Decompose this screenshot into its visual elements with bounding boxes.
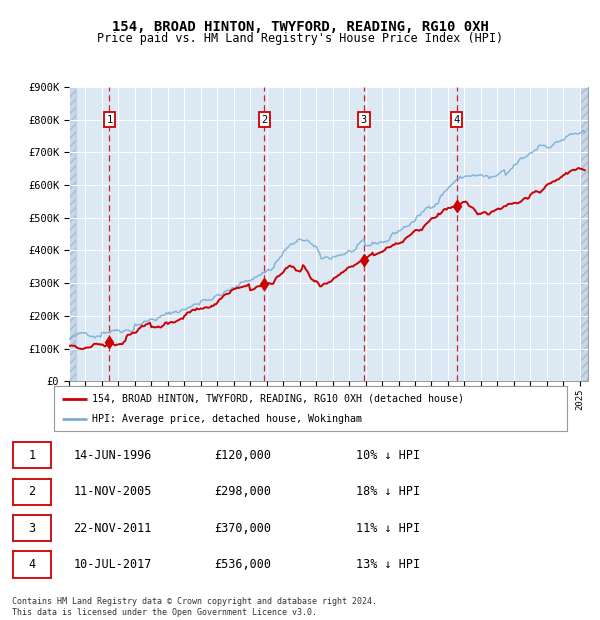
Text: 4: 4: [454, 115, 460, 125]
Bar: [581, 87, 588, 381]
Text: 2: 2: [261, 115, 268, 125]
Text: £298,000: £298,000: [215, 485, 272, 498]
Text: HPI: Average price, detached house, Wokingham: HPI: Average price, detached house, Woki…: [92, 414, 362, 424]
Text: 22-NOV-2011: 22-NOV-2011: [74, 521, 152, 534]
Bar: [69, 87, 76, 381]
FancyBboxPatch shape: [13, 442, 51, 469]
Text: Contains HM Land Registry data © Crown copyright and database right 2024.
This d: Contains HM Land Registry data © Crown c…: [12, 598, 377, 617]
Text: 13% ↓ HPI: 13% ↓ HPI: [356, 558, 420, 571]
Text: 1: 1: [29, 449, 36, 462]
Text: £536,000: £536,000: [215, 558, 272, 571]
Bar: [69, 87, 76, 381]
Text: 2: 2: [29, 485, 36, 498]
FancyBboxPatch shape: [13, 479, 51, 505]
Text: 154, BROAD HINTON, TWYFORD, READING, RG10 0XH (detached house): 154, BROAD HINTON, TWYFORD, READING, RG1…: [92, 394, 464, 404]
Text: 4: 4: [29, 558, 36, 571]
FancyBboxPatch shape: [13, 515, 51, 541]
Text: Price paid vs. HM Land Registry's House Price Index (HPI): Price paid vs. HM Land Registry's House …: [97, 32, 503, 45]
Text: 3: 3: [361, 115, 367, 125]
Text: 14-JUN-1996: 14-JUN-1996: [74, 449, 152, 462]
Text: 10-JUL-2017: 10-JUL-2017: [74, 558, 152, 571]
Text: 11-NOV-2005: 11-NOV-2005: [74, 485, 152, 498]
Text: 1: 1: [106, 115, 112, 125]
Bar: [581, 87, 588, 381]
FancyBboxPatch shape: [54, 386, 567, 431]
FancyBboxPatch shape: [13, 551, 51, 578]
Text: 18% ↓ HPI: 18% ↓ HPI: [356, 485, 420, 498]
Text: £120,000: £120,000: [215, 449, 272, 462]
Text: 3: 3: [29, 521, 36, 534]
Text: 11% ↓ HPI: 11% ↓ HPI: [356, 521, 420, 534]
Text: £370,000: £370,000: [215, 521, 272, 534]
Text: 154, BROAD HINTON, TWYFORD, READING, RG10 0XH: 154, BROAD HINTON, TWYFORD, READING, RG1…: [112, 20, 488, 34]
Text: 10% ↓ HPI: 10% ↓ HPI: [356, 449, 420, 462]
